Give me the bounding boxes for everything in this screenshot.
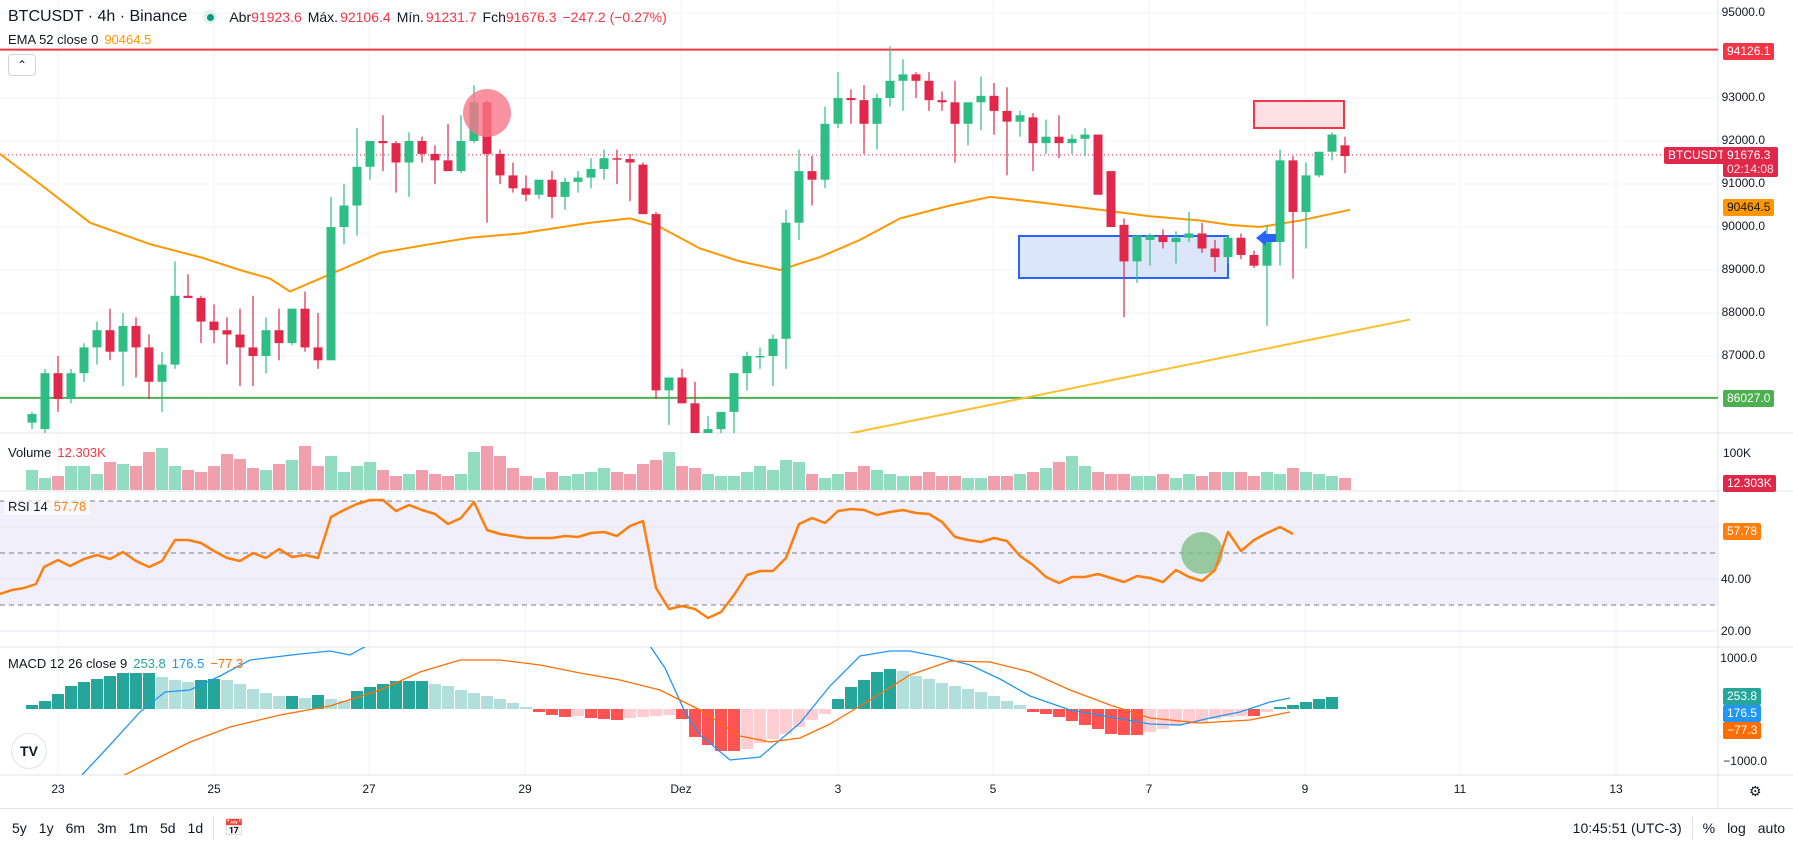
price-axis-tick: 89000.0: [1721, 262, 1765, 276]
macd-line-tag: 176.5: [1723, 705, 1762, 722]
rsi-axis-tick-20: 20.00: [1720, 624, 1751, 638]
rsi-label: RSI 14: [8, 499, 48, 514]
rsi-legend[interactable]: RSI 14 57.78: [4, 498, 91, 515]
last-price: 91676.3: [1727, 148, 1771, 162]
ema-price-tag: 90464.5: [1723, 199, 1775, 216]
market-status-icon[interactable]: [203, 10, 218, 24]
chevron-up-icon: ⌃: [16, 58, 28, 72]
rsi-value: 57.78: [53, 499, 87, 514]
symbol-legend: BTCUSDT · 4h · Binance Abr 91923.6 Máx. 92…: [8, 8, 667, 26]
macd-axis-tick-1000: 1000.0: [1720, 651, 1757, 665]
macd-signal-value: −77.3: [210, 656, 244, 671]
go-to-date-calendar-icon[interactable]: 📅: [224, 820, 245, 837]
percent-scale-toggle[interactable]: %: [1702, 820, 1716, 836]
range-6m-button[interactable]: 6m: [65, 820, 86, 836]
last-price-tag: 91676.3 02:14:08: [1723, 147, 1778, 177]
macd-line-value: 176.5: [171, 656, 205, 671]
range-3m-button[interactable]: 3m: [97, 820, 117, 836]
divider: [1691, 816, 1693, 840]
resistance-price-tag: 94126.1: [1723, 43, 1775, 60]
bar-countdown: 02:14:08: [1727, 162, 1774, 176]
change-value: −247.2 (−0.27%): [562, 9, 667, 25]
clock-timezone[interactable]: 10:45:51 (UTC-3): [1572, 820, 1682, 836]
volume-tag: 12.303K: [1723, 475, 1776, 492]
low-label: Mín.: [396, 9, 424, 25]
macd-legend[interactable]: MACD 12 26 close 9 253.8 176.5 −77.3: [8, 656, 243, 671]
log-scale-toggle[interactable]: log: [1727, 820, 1746, 836]
divider: [213, 816, 215, 840]
range-5d-button[interactable]: 5d: [159, 820, 176, 836]
price-axis-tick: 91000.0: [1721, 176, 1765, 190]
open-value: 91923.6: [251, 9, 302, 25]
collapse-legend-button[interactable]: ⌃: [8, 54, 36, 76]
time-axis-label: 27: [362, 782, 376, 796]
time-axis-label: 5: [989, 782, 997, 796]
close-label: Fch: [482, 9, 506, 25]
symbol-title[interactable]: BTCUSDT · 4h · Binance: [8, 8, 188, 25]
time-axis-label: 29: [518, 782, 532, 796]
settings-gear-icon[interactable]: ⚙: [1749, 783, 1762, 799]
ema-legend[interactable]: EMA 52 close 0 90464.5: [8, 32, 151, 47]
price-axis-tick: 92000.0: [1721, 133, 1765, 147]
macd-axis-tick-neg1000: −1000.0: [1723, 754, 1767, 768]
price-axis-tick: 88000.0: [1721, 305, 1765, 319]
ema-value: 90464.5: [104, 32, 152, 47]
price-axis-tick: 87000.0: [1721, 348, 1765, 362]
time-axis-label: 7: [1145, 782, 1153, 796]
high-label: Máx.: [307, 9, 339, 25]
price-axis-tick: 95000.0: [1721, 5, 1765, 19]
range-1d-button[interactable]: 1d: [187, 820, 204, 836]
time-axis-label: 9: [1301, 782, 1309, 796]
close-value: 91676.3: [505, 9, 557, 25]
volume-axis-tick: 100K: [1722, 446, 1751, 460]
volume-legend[interactable]: Volume 12.303K: [8, 445, 106, 460]
time-axis-label: 25: [207, 782, 221, 796]
rsi-tag: 57.78: [1723, 523, 1762, 540]
range-5y-button[interactable]: 5y: [12, 820, 27, 836]
auto-scale-toggle[interactable]: auto: [1757, 820, 1785, 836]
time-axis-label: 3: [834, 782, 842, 796]
tradingview-logo-icon[interactable]: TV: [11, 733, 47, 769]
macd-hist-tag: 253.8: [1723, 688, 1762, 705]
volume-label: Volume: [8, 445, 52, 460]
low-value: 91231.7: [425, 9, 477, 25]
high-value: 92106.4: [340, 9, 391, 25]
time-axis-label: Dez: [670, 782, 692, 796]
open-label: Abr: [229, 9, 252, 25]
price-axis-tick: 90000.0: [1721, 219, 1765, 233]
macd-label: MACD 12 26 close 9: [8, 656, 128, 671]
bottom-toolbar: 5y 1y 6m 3m 1m 5d 1d 📅 10:45:51 (UTC-3) …: [0, 808, 1793, 847]
macd-signal-tag: −77.3: [1723, 722, 1762, 739]
rsi-axis-tick-40: 40.00: [1720, 572, 1751, 586]
support-price-tag: 86027.0: [1723, 390, 1775, 407]
price-axis-tick: 93000.0: [1721, 90, 1765, 104]
symbol-tag: BTCUSDT: [1664, 147, 1729, 164]
time-axis-label: 23: [51, 782, 65, 796]
time-axis-label: 13: [1609, 782, 1623, 796]
macd-hist-value: 253.8: [133, 656, 166, 671]
range-1y-button[interactable]: 1y: [38, 820, 54, 836]
volume-value: 12.303K: [57, 445, 106, 460]
ema-label: EMA 52 close 0: [8, 32, 99, 47]
time-axis-label: 11: [1453, 782, 1467, 796]
range-1m-button[interactable]: 1m: [128, 820, 148, 836]
